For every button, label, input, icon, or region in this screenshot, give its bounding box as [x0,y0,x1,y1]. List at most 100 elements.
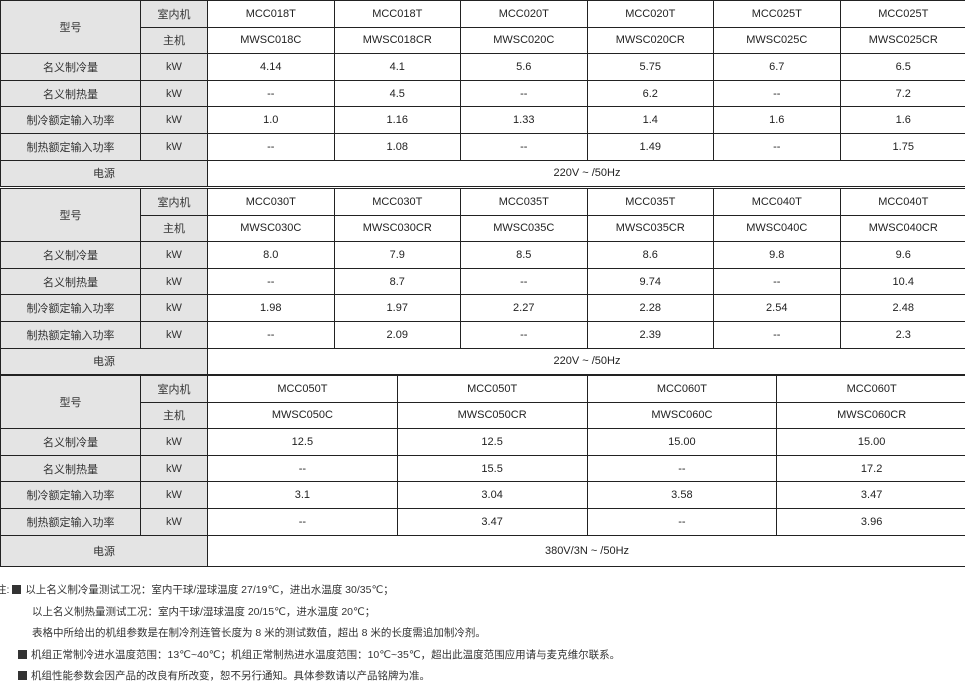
note-3: 表格中所给出的机组参数是在制冷剂连管长度为 8 米的测试数值，超出 8 米的长度… [32,623,620,645]
unit-label: kW [141,295,208,322]
power-supply-value: 380V/3N ~ /50Hz [208,535,965,566]
heating-capacity-label: 名义制热量 [1,268,141,295]
outdoor-model-cell: MWSC030CR [334,215,461,242]
notes-prefix: 注: [0,584,9,596]
indoor-model-cell: MCC040T [714,189,841,216]
heating-power-cell: 1.49 [587,133,714,160]
heating-power-cell: -- [714,321,841,348]
indoor-model-cell: MCC040T [840,189,965,216]
heating-capacity-cell: 15.5 [397,455,587,482]
unit-label: kW [141,482,208,509]
heating-power-cell: -- [714,133,841,160]
unit-label: kW [141,268,208,295]
heating-capacity-cell: -- [714,268,841,295]
indoor-label: 室内机 [141,189,208,216]
outdoor-model-cell: MWSC035CR [587,215,714,242]
model-label: 型号 [1,376,141,429]
cooling-capacity-cell: 9.6 [840,242,965,269]
unit-label: kW [141,321,208,348]
cooling-power-cell: 1.4 [587,107,714,134]
note-4: 机组正常制冷进水温度范围：13℃~40℃；机组正常制热进水温度范围：10℃~35… [31,649,620,661]
cooling-capacity-cell: 15.00 [587,429,777,456]
note-1: 以上名义制冷量测试工况：室内干球/湿球温度 27/19℃，进出水温度 30/35… [25,584,393,596]
heating-capacity-cell: -- [714,80,841,107]
heating-power-label: 制热额定输入功率 [1,508,141,535]
outdoor-model-cell: MWSC020CR [587,27,714,54]
indoor-model-cell: MCC035T [587,189,714,216]
cooling-power-cell: 1.16 [334,107,461,134]
heating-capacity-cell: 9.74 [587,268,714,295]
power-supply-label: 电源 [1,348,208,374]
indoor-model-cell: MCC060T [777,376,965,403]
heating-capacity-cell: 6.2 [587,80,714,107]
outdoor-model-cell: MWSC050CR [397,402,587,429]
bullet-square-icon [18,671,27,680]
unit-label: kW [141,242,208,269]
cooling-power-cell: 1.33 [461,107,588,134]
heating-capacity-label: 名义制热量 [1,80,141,107]
cooling-power-cell: 1.6 [714,107,841,134]
heating-power-cell: -- [461,321,588,348]
cooling-power-cell: 1.0 [208,107,335,134]
indoor-model-cell: MCC050T [397,376,587,403]
cooling-capacity-label: 名义制冷量 [1,242,141,269]
outdoor-model-cell: MWSC040C [714,215,841,242]
indoor-label: 室内机 [141,376,208,403]
cooling-power-cell: 3.04 [397,482,587,509]
indoor-model-cell: MCC035T [461,189,588,216]
heating-capacity-cell: -- [208,268,335,295]
cooling-power-cell: 1.98 [208,295,335,322]
note-2: 以上名义制热量测试工况：室内干球/湿球温度 20/15℃，进水温度 20℃； [32,602,620,624]
cooling-power-cell: 2.27 [461,295,588,322]
outdoor-model-cell: MWSC060CR [777,402,965,429]
cooling-power-cell: 2.28 [587,295,714,322]
indoor-model-cell: MCC050T [208,376,398,403]
heating-power-label: 制热额定输入功率 [1,321,141,348]
unit-label: kW [141,133,208,160]
cooling-power-label: 制冷额定输入功率 [1,295,141,322]
cooling-capacity-cell: 12.5 [208,429,398,456]
cooling-capacity-cell: 4.1 [334,54,461,81]
heating-power-cell: -- [208,321,335,348]
cooling-capacity-label: 名义制冷量 [1,54,141,81]
cooling-capacity-cell: 8.0 [208,242,335,269]
outdoor-label: 主机 [141,402,208,429]
unit-label: kW [141,54,208,81]
heating-power-cell: 3.47 [397,508,587,535]
cooling-capacity-cell: 12.5 [397,429,587,456]
cooling-capacity-label: 名义制冷量 [1,429,141,456]
cooling-capacity-cell: 6.5 [840,54,965,81]
heating-capacity-label: 名义制热量 [1,455,141,482]
indoor-model-cell: MCC025T [714,1,841,28]
heating-power-cell: 1.75 [840,133,965,160]
heating-capacity-cell: -- [208,455,398,482]
heating-capacity-cell: 17.2 [777,455,965,482]
cooling-power-label: 制冷额定输入功率 [1,482,141,509]
outdoor-label: 主机 [141,215,208,242]
cooling-capacity-cell: 6.7 [714,54,841,81]
cooling-capacity-cell: 5.75 [587,54,714,81]
indoor-model-cell: MCC060T [587,376,777,403]
unit-label: kW [141,429,208,456]
cooling-capacity-cell: 9.8 [714,242,841,269]
unit-label: kW [141,107,208,134]
indoor-model-cell: MCC020T [461,1,588,28]
indoor-model-cell: MCC030T [208,189,335,216]
heating-power-cell: 2.09 [334,321,461,348]
model-label: 型号 [1,1,141,54]
outdoor-model-cell: MWSC020C [461,27,588,54]
cooling-power-cell: 3.58 [587,482,777,509]
